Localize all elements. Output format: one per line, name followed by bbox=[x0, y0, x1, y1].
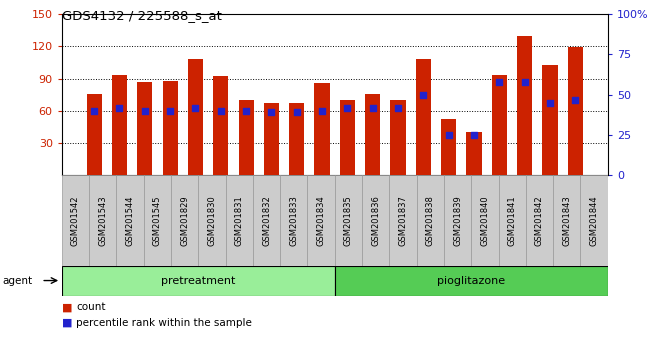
Text: GSM201545: GSM201545 bbox=[153, 195, 162, 246]
Point bbox=[89, 108, 99, 114]
Point bbox=[367, 105, 378, 110]
Bar bbox=[362, 175, 389, 266]
Point bbox=[266, 110, 277, 115]
Bar bbox=[391, 100, 406, 175]
Text: GSM201830: GSM201830 bbox=[207, 195, 216, 246]
Point bbox=[216, 108, 226, 114]
Point bbox=[545, 100, 555, 105]
Text: GSM201839: GSM201839 bbox=[453, 195, 462, 246]
Text: ■: ■ bbox=[62, 318, 72, 328]
Bar bbox=[162, 81, 177, 175]
Bar bbox=[253, 175, 280, 266]
Text: GSM201842: GSM201842 bbox=[535, 195, 544, 246]
Point bbox=[469, 132, 479, 138]
Bar bbox=[335, 175, 362, 266]
Bar bbox=[116, 175, 144, 266]
Point bbox=[570, 97, 580, 102]
Bar bbox=[89, 175, 116, 266]
Text: GSM201832: GSM201832 bbox=[262, 195, 271, 246]
Bar bbox=[471, 175, 499, 266]
Point bbox=[393, 105, 403, 110]
Bar bbox=[213, 76, 228, 175]
Point bbox=[519, 79, 530, 85]
Text: GSM201841: GSM201841 bbox=[508, 195, 517, 246]
Bar bbox=[492, 75, 507, 175]
Bar bbox=[307, 175, 335, 266]
Point bbox=[317, 108, 328, 114]
Point bbox=[292, 110, 302, 115]
Bar bbox=[335, 266, 608, 296]
Text: GSM201840: GSM201840 bbox=[480, 195, 489, 246]
Bar bbox=[567, 47, 583, 175]
Bar bbox=[526, 175, 553, 266]
Bar bbox=[441, 119, 456, 175]
Bar bbox=[280, 175, 307, 266]
Bar bbox=[542, 65, 558, 175]
Bar bbox=[86, 93, 102, 175]
Point bbox=[494, 79, 504, 85]
Bar bbox=[340, 100, 355, 175]
Text: GSM201837: GSM201837 bbox=[398, 195, 408, 246]
Point bbox=[418, 92, 428, 97]
Bar bbox=[144, 175, 171, 266]
Bar bbox=[239, 100, 254, 175]
Bar bbox=[289, 103, 304, 175]
Bar bbox=[112, 75, 127, 175]
Text: GSM201833: GSM201833 bbox=[289, 195, 298, 246]
Text: GSM201542: GSM201542 bbox=[71, 195, 80, 246]
Text: GSM201844: GSM201844 bbox=[590, 195, 599, 246]
Text: GSM201829: GSM201829 bbox=[180, 195, 189, 246]
Bar bbox=[416, 59, 431, 175]
Bar bbox=[315, 83, 330, 175]
Text: count: count bbox=[76, 302, 105, 312]
Point bbox=[443, 132, 454, 138]
Point bbox=[165, 108, 176, 114]
Point bbox=[342, 105, 352, 110]
Bar bbox=[226, 175, 253, 266]
Point bbox=[140, 108, 150, 114]
Text: pretreatment: pretreatment bbox=[161, 275, 235, 286]
Text: GSM201834: GSM201834 bbox=[317, 195, 326, 246]
Bar bbox=[62, 266, 335, 296]
Bar bbox=[553, 175, 580, 266]
Point bbox=[190, 105, 201, 110]
Text: GSM201843: GSM201843 bbox=[562, 195, 571, 246]
Bar bbox=[62, 175, 89, 266]
Bar bbox=[580, 175, 608, 266]
Bar bbox=[264, 103, 279, 175]
Bar bbox=[444, 175, 471, 266]
Text: GSM201831: GSM201831 bbox=[235, 195, 244, 246]
Bar bbox=[517, 36, 532, 175]
Bar bbox=[389, 175, 417, 266]
Bar bbox=[171, 175, 198, 266]
Bar bbox=[467, 132, 482, 175]
Text: percentile rank within the sample: percentile rank within the sample bbox=[76, 318, 252, 328]
Text: GSM201835: GSM201835 bbox=[344, 195, 353, 246]
Bar bbox=[188, 59, 203, 175]
Text: GSM201836: GSM201836 bbox=[371, 195, 380, 246]
Bar bbox=[499, 175, 526, 266]
Point bbox=[241, 108, 252, 114]
Text: GSM201838: GSM201838 bbox=[426, 195, 435, 246]
Bar bbox=[137, 82, 152, 175]
Text: GSM201543: GSM201543 bbox=[98, 195, 107, 246]
Bar bbox=[417, 175, 444, 266]
Bar bbox=[198, 175, 226, 266]
Text: GDS4132 / 225588_s_at: GDS4132 / 225588_s_at bbox=[62, 9, 222, 22]
Text: ■: ■ bbox=[62, 302, 72, 312]
Point bbox=[114, 105, 125, 110]
Text: GSM201544: GSM201544 bbox=[125, 195, 135, 246]
Text: pioglitazone: pioglitazone bbox=[437, 275, 505, 286]
Bar bbox=[365, 93, 380, 175]
Text: agent: agent bbox=[2, 275, 32, 286]
